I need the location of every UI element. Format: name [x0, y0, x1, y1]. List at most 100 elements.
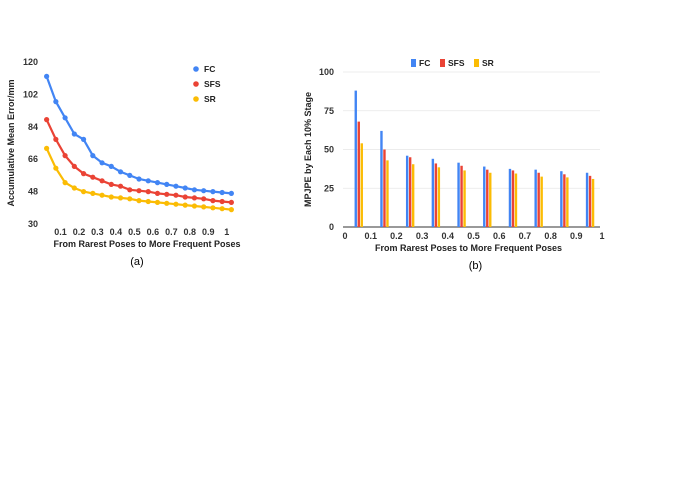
x-tick-label: 1	[599, 231, 604, 241]
data-point-sfs	[108, 181, 114, 187]
data-point-sr	[127, 196, 133, 202]
bar-sr	[540, 176, 543, 227]
data-point-sr	[108, 194, 114, 200]
data-point-fc	[154, 180, 161, 186]
data-point-sr	[90, 190, 96, 196]
data-point-sfs	[154, 190, 161, 196]
data-point-fc	[228, 190, 234, 196]
bar-fc	[405, 155, 409, 227]
bar-sr	[566, 177, 569, 227]
data-point-sr	[99, 192, 105, 198]
data-point-sfs	[145, 189, 151, 195]
x-tick-label: 0.9	[202, 227, 215, 237]
data-point-sfs	[71, 163, 77, 169]
y-tick-label: 84	[28, 122, 38, 132]
legend-marker-fc	[193, 66, 199, 72]
data-point-fc	[62, 115, 68, 121]
y-tick-label: 75	[324, 106, 334, 116]
legend-marker-fc	[411, 59, 416, 67]
x-tick-label: 0.7	[165, 227, 178, 237]
x-tick-label: 1	[224, 227, 229, 237]
bar-sr	[360, 143, 363, 227]
bar-sr	[437, 167, 441, 227]
data-point-fc	[108, 163, 114, 169]
data-point-sfs	[136, 188, 142, 194]
chart-b: 0 25 50 75 100 0 0.1 0.2 0.3 0.4 0.5 0.6 0.7 0.8 0.9 1 F…	[303, 58, 605, 272]
x-tick-label: 0.5	[128, 227, 141, 237]
caption-b: (b)	[469, 260, 482, 272]
data-point-fc	[71, 131, 77, 137]
x-tick-label: 0.4	[110, 227, 123, 237]
data-point-sr	[145, 198, 151, 205]
x-tick-label: 0.6	[493, 231, 506, 241]
bar-fc	[534, 169, 537, 227]
data-point-sr	[201, 204, 207, 210]
data-point-sr	[44, 145, 50, 151]
legend-label-fc: FC	[204, 64, 215, 74]
data-point-fc	[44, 73, 50, 79]
bar-fc	[431, 158, 435, 227]
data-point-sfs	[173, 192, 179, 198]
y-axis-label: Accumulative Mean Error/mm	[6, 79, 16, 206]
x-tick-label: 0.1	[364, 231, 377, 241]
data-point-fc	[80, 136, 87, 142]
legend-marker-sfs	[440, 59, 445, 67]
bar-sfs	[511, 170, 515, 227]
legend-marker-sfs	[193, 81, 199, 87]
x-tick-label: 0.3	[91, 227, 104, 237]
x-tick-label: 0.7	[519, 231, 532, 241]
y-tick-label: 30	[28, 219, 38, 229]
data-point-sfs	[44, 117, 50, 123]
data-point-fc	[117, 169, 124, 175]
data-point-fc	[99, 160, 105, 166]
legend-marker-sr	[474, 59, 479, 67]
y-tick-label: 120	[23, 57, 38, 67]
bar-sfs	[588, 175, 592, 227]
bar-sfs	[563, 174, 566, 227]
bar-sr	[411, 164, 415, 227]
bar-fc	[560, 171, 563, 227]
y-tick-label: 0	[329, 222, 334, 232]
x-tick-label: 0.6	[147, 227, 160, 237]
bar-fc	[380, 130, 383, 227]
y-tick-label: 66	[28, 154, 38, 164]
data-point-sfs	[219, 198, 225, 205]
data-point-sr	[219, 206, 225, 212]
data-point-sfs	[210, 198, 216, 204]
x-tick-label: 0.8	[184, 227, 197, 237]
bar-sfs	[408, 157, 412, 227]
data-point-sfs	[201, 196, 207, 202]
bar-fc	[457, 162, 460, 227]
data-point-sfs	[127, 187, 133, 193]
bar-sfs	[357, 121, 360, 227]
data-point-fc	[182, 185, 188, 191]
data-point-fc	[127, 172, 133, 178]
x-axis-label: From Rarest Poses to More Frequent Poses	[375, 243, 562, 253]
data-point-sfs	[182, 194, 188, 200]
bar-sr	[463, 170, 466, 227]
bar-sfs	[434, 163, 438, 227]
data-point-sfs	[53, 136, 59, 142]
data-point-sr	[164, 200, 170, 206]
bar-sfs	[460, 165, 463, 227]
data-point-sr	[53, 165, 59, 171]
data-point-fc	[173, 183, 179, 189]
x-tick-label: 0.8	[544, 231, 557, 241]
data-point-sr	[154, 199, 161, 205]
data-point-sfs	[99, 178, 105, 184]
y-axis-label: MPJPE by Each 10% Stage	[303, 92, 313, 207]
data-point-fc	[164, 181, 170, 187]
data-point-sr	[182, 202, 188, 208]
bar-sr	[489, 172, 492, 227]
bar-fc	[354, 90, 357, 227]
bar-fc	[585, 172, 589, 227]
data-point-sfs	[62, 153, 68, 159]
data-point-sfs	[90, 174, 96, 180]
bar-sfs	[486, 169, 489, 227]
data-point-fc	[145, 178, 151, 184]
bar-fc	[508, 168, 512, 227]
data-point-fc	[191, 187, 198, 193]
data-point-sr	[80, 189, 87, 195]
data-point-sr	[71, 185, 77, 191]
data-point-sr	[173, 201, 179, 207]
